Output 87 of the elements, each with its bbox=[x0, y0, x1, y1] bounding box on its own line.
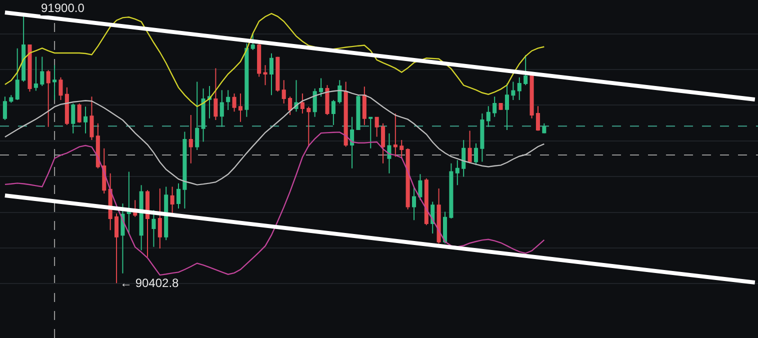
candlestick bbox=[424, 178, 428, 226]
candlestick bbox=[449, 162, 454, 219]
candlestick bbox=[158, 188, 162, 249]
candlestick bbox=[412, 186, 416, 221]
candlestick bbox=[250, 32, 255, 50]
candlestick bbox=[257, 41, 262, 78]
candlestick bbox=[319, 78, 324, 98]
candlestick bbox=[28, 44, 32, 92]
candlestick bbox=[406, 148, 410, 210]
candlestick bbox=[430, 201, 435, 234]
candlestick bbox=[52, 64, 57, 101]
annotation: 91900.0 bbox=[41, 1, 85, 15]
candlestick bbox=[176, 182, 181, 210]
candlestick bbox=[306, 106, 311, 148]
candlestick bbox=[77, 102, 82, 124]
candlestick bbox=[344, 81, 348, 148]
candlestick bbox=[145, 190, 150, 258]
candlestick bbox=[524, 54, 528, 86]
candlestick bbox=[325, 84, 330, 116]
candlestick bbox=[64, 86, 69, 126]
candlestick bbox=[294, 80, 298, 112]
candlestick bbox=[480, 112, 484, 162]
candlestick bbox=[356, 94, 360, 131]
candlestick bbox=[436, 188, 441, 244]
candlestick bbox=[474, 142, 478, 166]
candlestick bbox=[90, 96, 94, 141]
candlestick bbox=[486, 106, 490, 128]
candlestick bbox=[164, 186, 168, 241]
candlestick bbox=[58, 76, 63, 101]
candlestick bbox=[120, 203, 125, 274]
candlestick bbox=[22, 16, 26, 82]
candlestick bbox=[374, 116, 379, 138]
candlestick bbox=[511, 81, 516, 101]
candlestick bbox=[300, 92, 304, 114]
candlestick bbox=[381, 122, 386, 164]
candlestick bbox=[442, 211, 448, 244]
candlestick bbox=[368, 116, 373, 149]
candlestick bbox=[362, 86, 366, 126]
candlestick bbox=[201, 88, 206, 142]
candlestick bbox=[139, 184, 144, 251]
candlestick bbox=[238, 92, 242, 122]
candlestick bbox=[152, 210, 156, 248]
candlestick bbox=[84, 106, 88, 134]
candlestick bbox=[492, 96, 497, 118]
candlestick bbox=[269, 52, 274, 96]
candlestick bbox=[387, 132, 392, 174]
candlestick bbox=[46, 70, 50, 128]
candlestick bbox=[350, 116, 354, 169]
candlestick bbox=[338, 80, 342, 104]
candlestick bbox=[418, 174, 422, 201]
candlestick bbox=[288, 96, 292, 116]
annotation: ← 90402.8 bbox=[120, 276, 180, 290]
candlestick bbox=[9, 94, 14, 104]
candlestick bbox=[232, 92, 236, 112]
candlestick bbox=[331, 100, 336, 126]
candlestick bbox=[40, 56, 44, 86]
candlestick bbox=[536, 106, 540, 132]
candlestick bbox=[34, 56, 38, 92]
candlestick bbox=[226, 90, 230, 111]
candlestick bbox=[282, 80, 286, 104]
candlestick bbox=[542, 122, 546, 134]
candlestick bbox=[312, 88, 317, 118]
candlestick bbox=[126, 171, 131, 234]
candlestick bbox=[263, 64, 268, 86]
candlestick bbox=[455, 160, 460, 186]
candlestick bbox=[400, 140, 404, 159]
candlestick bbox=[530, 75, 534, 119]
candlestick bbox=[504, 82, 509, 131]
candlestick bbox=[244, 42, 249, 118]
candlestick bbox=[462, 140, 466, 178]
candlestick bbox=[468, 130, 472, 164]
candlestick bbox=[71, 102, 76, 134]
candlestick bbox=[195, 81, 200, 150]
candlestick bbox=[276, 56, 280, 92]
candlestick bbox=[15, 48, 20, 101]
candlestick bbox=[188, 114, 193, 164]
candlestick bbox=[498, 102, 503, 111]
candlestick bbox=[207, 85, 212, 119]
candlestick bbox=[182, 131, 187, 210]
candlestick bbox=[517, 76, 522, 101]
candlestick bbox=[114, 213, 119, 284]
candlestick bbox=[393, 112, 398, 158]
candlestick bbox=[2, 96, 7, 121]
candlestick bbox=[170, 186, 174, 214]
candlestick bbox=[220, 90, 224, 128]
candlestick bbox=[214, 68, 218, 121]
candlestick bbox=[96, 122, 100, 169]
